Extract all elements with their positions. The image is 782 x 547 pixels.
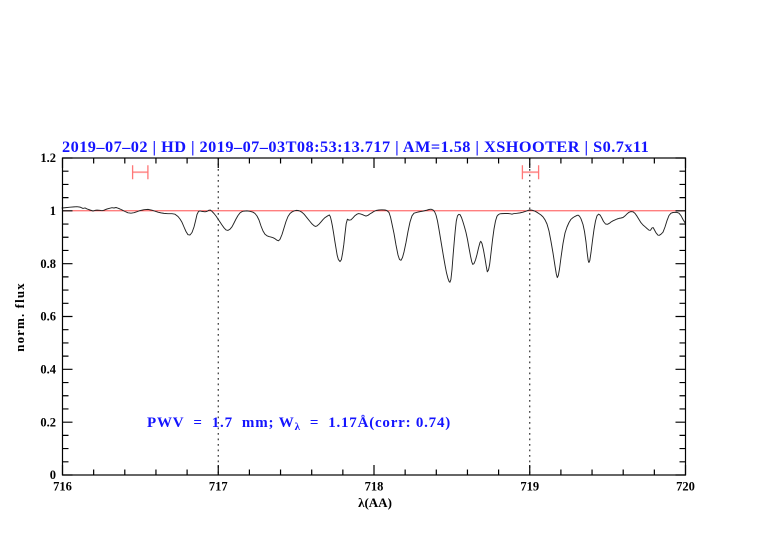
svg-text:720: 720 xyxy=(676,480,695,494)
svg-text:0: 0 xyxy=(50,468,56,482)
svg-text:718: 718 xyxy=(365,480,384,494)
svg-text:2019–07–02 | HD | 2019–07–03T0: 2019–07–02 | HD | 2019–07–03T08:53:13.71… xyxy=(62,137,649,156)
svg-text:0.2: 0.2 xyxy=(40,415,56,429)
svg-text:719: 719 xyxy=(520,480,539,494)
svg-text:1.2: 1.2 xyxy=(40,151,56,165)
svg-text:717: 717 xyxy=(209,480,228,494)
svg-text:norm. flux: norm. flux xyxy=(12,282,27,352)
svg-text:0.6: 0.6 xyxy=(40,310,56,324)
svg-text:0.8: 0.8 xyxy=(40,257,56,271)
svg-text:0.4: 0.4 xyxy=(40,363,56,377)
svg-text:λ(AA): λ(AA) xyxy=(358,495,392,510)
svg-text:PWV = 1.7 mm; Wλ = 1.17Å(: PWV = 1.7 mm; Wλ = 1.17Å(corr: 0.74) xyxy=(147,415,451,433)
svg-text:716: 716 xyxy=(53,480,72,494)
svg-text:1: 1 xyxy=(50,204,56,218)
